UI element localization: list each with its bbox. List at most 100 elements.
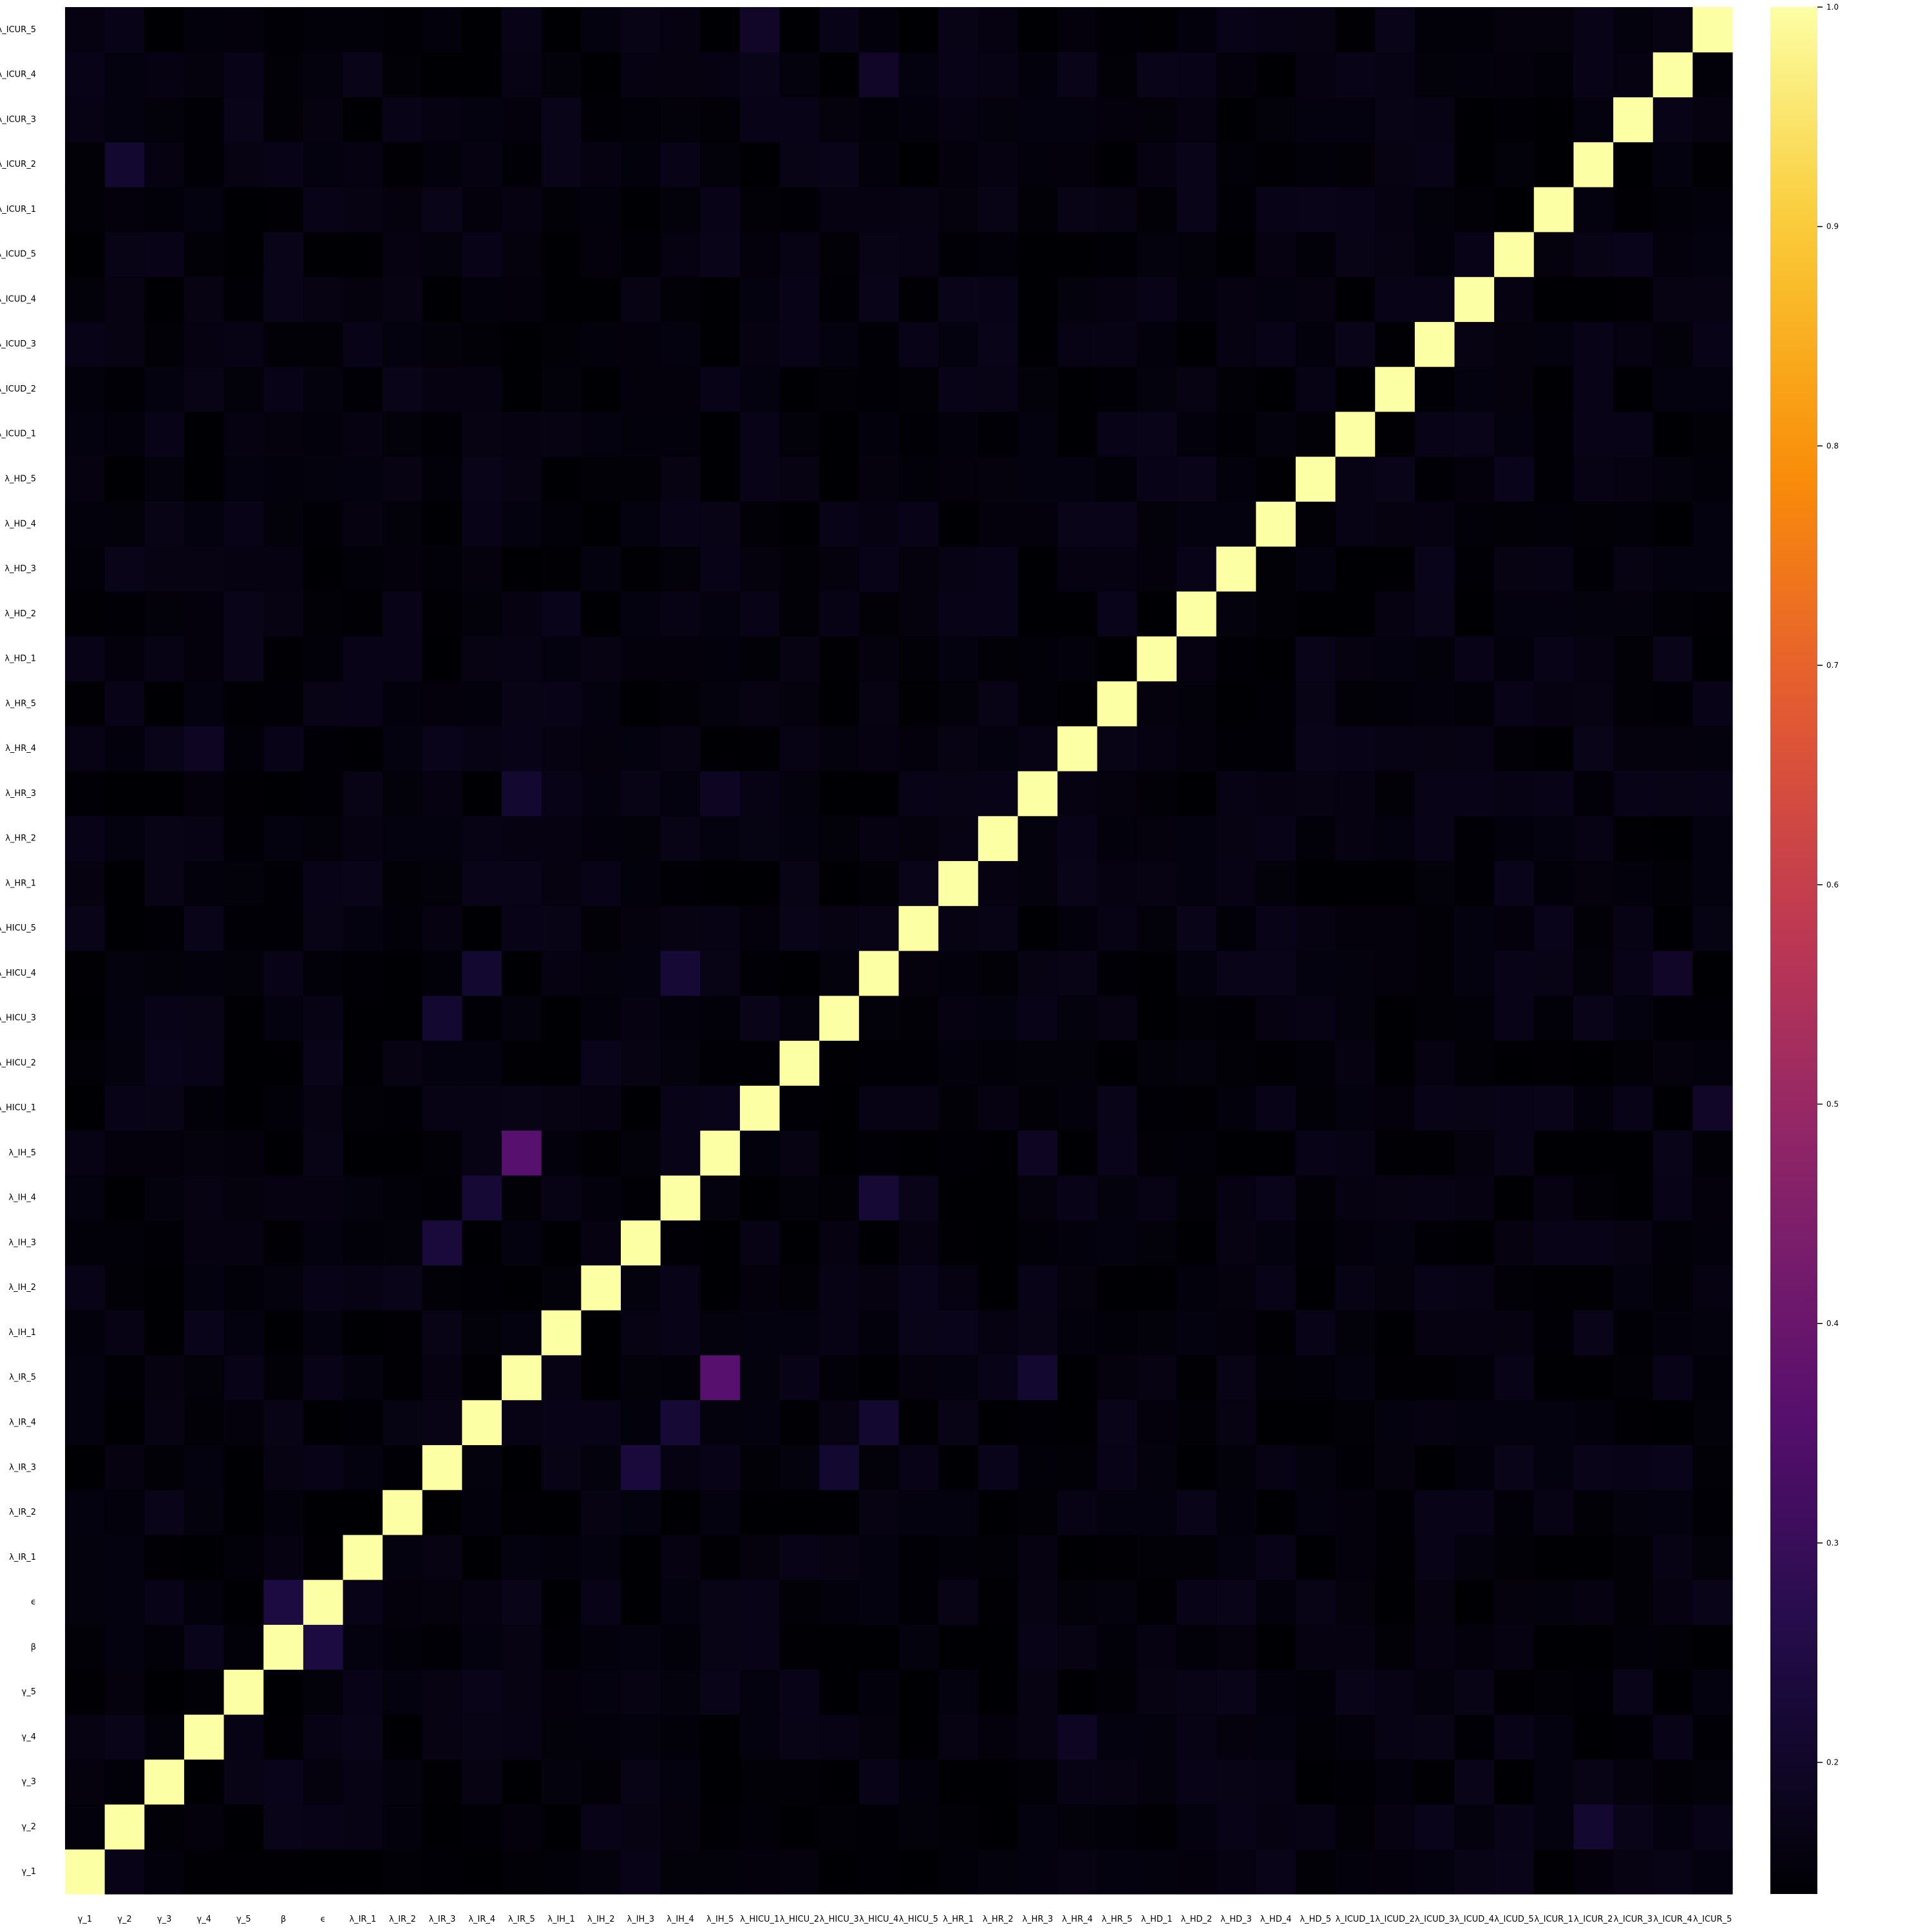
heatmap-cell xyxy=(898,1354,939,1401)
heatmap-cell xyxy=(223,1759,264,1805)
heatmap-cell xyxy=(541,321,582,367)
heatmap-cell xyxy=(1137,591,1177,637)
heatmap-cell xyxy=(621,1354,661,1401)
heatmap-cell xyxy=(541,1310,582,1356)
heatmap-cell xyxy=(1177,142,1217,187)
heatmap-cell xyxy=(1613,1265,1654,1311)
heatmap-cell xyxy=(1256,1220,1296,1265)
heatmap-cell xyxy=(1216,1714,1256,1760)
heatmap-cell xyxy=(223,1714,264,1760)
heatmap-cell xyxy=(104,501,145,547)
heatmap-cell xyxy=(223,142,264,187)
heatmap-cell xyxy=(819,1579,860,1625)
heatmap-cell xyxy=(65,681,106,726)
heatmap-cell xyxy=(144,1265,185,1311)
heatmap-cell xyxy=(819,187,860,232)
heatmap-cell xyxy=(1573,1175,1614,1221)
heatmap-cell xyxy=(1216,501,1256,547)
heatmap-cell xyxy=(1256,1130,1296,1176)
heatmap-cell xyxy=(581,1175,621,1221)
heatmap-cell xyxy=(938,1624,979,1670)
heatmap-cell xyxy=(1573,52,1614,98)
heatmap-cell xyxy=(898,1085,939,1131)
heatmap-cell xyxy=(422,1579,463,1625)
heatmap-cell xyxy=(104,636,145,682)
heatmap-cell xyxy=(1256,97,1296,142)
heatmap-cell xyxy=(1692,1714,1733,1760)
heatmap-cell xyxy=(660,1040,701,1086)
heatmap-cell xyxy=(184,1310,225,1356)
heatmap-cell xyxy=(1256,142,1296,187)
heatmap-cell xyxy=(303,321,344,367)
heatmap-cell xyxy=(1057,860,1098,906)
heatmap-cell xyxy=(422,815,463,862)
heatmap-cell xyxy=(779,142,820,187)
heatmap-cell xyxy=(1256,411,1296,457)
heatmap-cell xyxy=(65,1354,106,1401)
heatmap-cell xyxy=(581,1849,621,1895)
heatmap-cell xyxy=(819,681,860,726)
heatmap-cell xyxy=(1653,1220,1693,1265)
heatmap-cell xyxy=(1295,1579,1336,1625)
heatmap-cell xyxy=(700,1579,741,1625)
heatmap-cell xyxy=(938,1714,979,1760)
heatmap-cell xyxy=(858,1490,900,1535)
heatmap-cell xyxy=(739,1130,781,1176)
x-tick-label: ϵ xyxy=(321,1915,326,1924)
heatmap-cell xyxy=(422,1669,463,1715)
heatmap-cell xyxy=(541,951,582,996)
heatmap-cell xyxy=(1414,366,1455,412)
heatmap-cell xyxy=(1057,366,1098,412)
heatmap-cell xyxy=(1216,276,1256,322)
heatmap-cell xyxy=(779,860,820,906)
heatmap-cell xyxy=(1177,1759,1217,1805)
heatmap-cell xyxy=(1414,1354,1455,1401)
heatmap-cell xyxy=(858,321,900,367)
heatmap-cell xyxy=(1375,951,1416,996)
heatmap-cell xyxy=(1137,366,1177,412)
heatmap-cell xyxy=(1018,1399,1058,1445)
heatmap-cell xyxy=(978,770,1019,817)
heatmap-cell xyxy=(1097,1804,1137,1850)
heatmap-cell xyxy=(660,1849,701,1895)
heatmap-cell xyxy=(462,1579,502,1625)
heatmap-cell xyxy=(1653,1399,1693,1445)
heatmap-cell xyxy=(978,726,1019,772)
heatmap-cell xyxy=(1653,276,1693,322)
heatmap-cell xyxy=(1375,97,1416,142)
heatmap-cell xyxy=(621,321,661,367)
heatmap-cell xyxy=(144,1804,185,1850)
heatmap-cell xyxy=(462,546,502,592)
heatmap-cell xyxy=(858,1220,900,1265)
heatmap-cell xyxy=(1653,1040,1693,1086)
heatmap-cell xyxy=(898,276,939,322)
heatmap-cell xyxy=(819,1490,860,1535)
y-tick-label: λ_HR_4 xyxy=(5,744,36,753)
heatmap-cell xyxy=(1057,231,1098,278)
heatmap-cell xyxy=(700,1759,741,1805)
heatmap-cell xyxy=(1494,1399,1535,1445)
heatmap-cell xyxy=(1573,1490,1614,1535)
heatmap-cell xyxy=(1057,187,1098,232)
heatmap-cell xyxy=(1573,411,1614,457)
heatmap-cell xyxy=(1097,231,1137,278)
heatmap-cell xyxy=(1097,1354,1137,1401)
heatmap-cell xyxy=(660,501,701,547)
heatmap-cell xyxy=(541,142,582,187)
heatmap-cell xyxy=(1454,636,1495,682)
heatmap-cell xyxy=(422,1085,463,1131)
heatmap-cell xyxy=(223,1354,264,1401)
heatmap-cell xyxy=(1375,1849,1416,1895)
heatmap-cell xyxy=(1454,1085,1495,1131)
heatmap-cell xyxy=(104,411,145,457)
heatmap-cell xyxy=(144,231,185,278)
heatmap-cell xyxy=(898,321,939,367)
heatmap-cell xyxy=(581,1624,621,1670)
heatmap-cell xyxy=(1375,321,1416,367)
heatmap-cell xyxy=(1533,1130,1575,1176)
heatmap-cell xyxy=(581,411,621,457)
heatmap-cell xyxy=(104,187,145,232)
heatmap-cell xyxy=(263,1714,304,1760)
heatmap-cell xyxy=(1097,1669,1137,1715)
heatmap-cell xyxy=(621,1130,661,1176)
